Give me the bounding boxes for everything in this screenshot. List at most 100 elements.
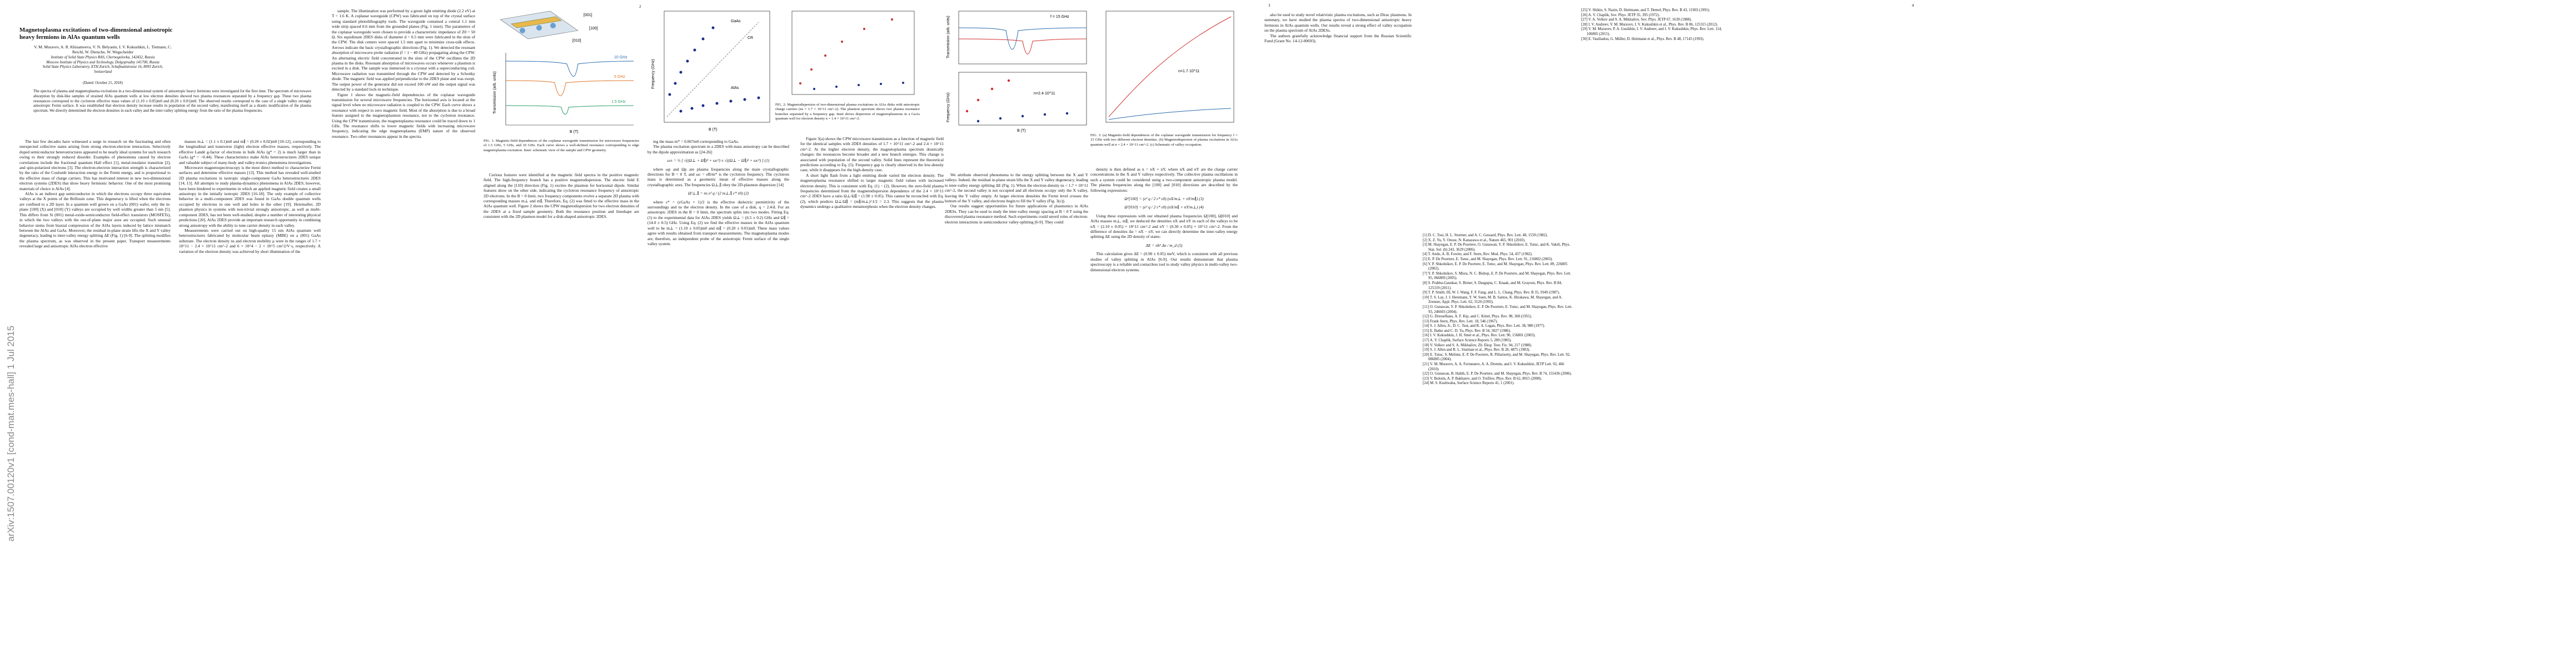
axis-label: [010] <box>572 39 581 43</box>
affiliations: Institute of Solid State Physics RAS, Ch… <box>33 56 172 74</box>
annotation: n=2.4·10^11 <box>1034 92 1055 96</box>
page-number: 2 <box>639 4 641 9</box>
annotation: n=1.7·10^11 <box>1178 69 1199 73</box>
text-column: masses m⊥ = (1.1 ± 0.1)m0 and m∥ = (0.20… <box>179 139 321 254</box>
paragraph: AlAs is an indirect gap semiconductor in… <box>19 191 171 249</box>
paragraph: Curious features were identified at the … <box>484 172 639 220</box>
equation: Ω²[100] = (e² q / 2 ε* ε0) (nX/m⊥ + nY/m… <box>1124 196 1204 202</box>
text-column: sample. The illumination was performed b… <box>332 8 475 139</box>
reference: [13] Frank Stern, Phys. Rev. Lett. 18, 5… <box>1423 319 1498 323</box>
annotation: CR <box>748 36 753 40</box>
paragraph: ing the mass m* = 0.067m0 corresponding … <box>653 139 739 144</box>
annotation: GaAs <box>731 19 741 23</box>
figure-3: f = 15 GHz Transmission (arb. units) n=2… <box>946 11 1234 133</box>
paragraph: sample. The illumination was performed b… <box>332 8 475 92</box>
figure-caption: FIG. 3: (a) Magnetic-field dependences o… <box>1090 133 1238 147</box>
paragraph: masses m⊥ = (1.1 ± 0.1)m0 and m∥ = (0.20… <box>179 139 321 165</box>
reference: [12] G. Dresselhaus, A. F. Kip, and C. K… <box>1423 315 1532 319</box>
paragraph: The authors gratefully acknowledge finan… <box>1264 33 1412 44</box>
axis-label: Frequency (GHz) <box>651 59 655 89</box>
figure-1: [001] [100] [010] 10 GHz 5 GHz 1.5 GHz B… <box>493 11 634 134</box>
axis-label: B (T) <box>570 130 579 134</box>
paragraph: We attribute observed phenomena to the e… <box>945 172 1088 204</box>
axis-label: [100] <box>589 27 598 31</box>
paragraph: Using these expressions with our obtaine… <box>1090 213 1238 240</box>
reference: [11] O. Gunawan, Y. P. Shkolnikov, E. P.… <box>1423 305 1572 314</box>
annotation: f = 15 GHz <box>1050 15 1069 19</box>
reference: [14] S. J. Allen, Jr., D. C. Tsui, and R… <box>1423 324 1546 328</box>
paragraph: where ε* = (εGaAs + 1)/2 is the effectiv… <box>647 199 789 246</box>
affiliation: Moscow Institute of Physics and Technolo… <box>46 60 160 64</box>
paragraph: Figure 1 shows the magnetic-field depend… <box>332 92 475 139</box>
page-number: 3 <box>1268 3 1270 8</box>
paragraph: A short light flash from a light emittin… <box>800 172 944 210</box>
references: [1] D. C. Tsui, H. L. Stormer, and A. C.… <box>1423 233 1573 386</box>
page-number: 4 <box>1912 3 1914 8</box>
reference: [26] A. V. Chaplik, Sov. Phys. JETP 35, … <box>1581 13 1660 17</box>
reference: [9] T. P. Smith, III, W. I. Wang, F. F. … <box>1423 291 1560 295</box>
reference: [3] M. Shayegan, E. P. De Poortere, O. G… <box>1423 243 1571 252</box>
paragraph: Microwave magnetospectroscopy is the mos… <box>179 165 321 228</box>
paragraph: also be used to study novel relativistic… <box>1264 12 1412 33</box>
abstract: The spectra of plasma and magnetoplasma … <box>33 89 311 113</box>
affiliation: Institute of Solid State Physics RAS, Ch… <box>51 56 155 59</box>
axis-label: Transmission (arb. units) <box>946 16 950 58</box>
equation: ΔE = πħ² Δn / m_d (5) <box>1145 242 1183 248</box>
equation: ω± = ½ [ √((Ω⊥ + Ω∥)² + ωc²) ± √((Ω⊥ − Ω… <box>667 158 770 163</box>
text-column: ing the mass m* = 0.067m0 corresponding … <box>647 139 789 246</box>
legend-label: 1.5 GHz <box>611 100 626 104</box>
paragraph: The plasma excitation spectrum in a 2DES… <box>647 144 789 155</box>
affiliation: Solid State Physics Laboratory, ETH Zuri… <box>42 65 163 74</box>
text-column: Figure 3(a) shows the CPW microwave tran… <box>800 136 944 210</box>
text-column: density is then defined as n = nX + nY, … <box>1090 167 1238 272</box>
legend-label: 10 GHz <box>614 56 627 59</box>
reference: [10] T. S. Lay, J. J. Heremans, Y. W. Su… <box>1423 295 1562 305</box>
reference: [22] O. Gunawan, B. Habib, E. P. De Poor… <box>1423 372 1572 376</box>
paragraph: where ωp and Ωp are plasma frequencies a… <box>647 166 789 187</box>
annotation: AlAs <box>731 86 739 90</box>
text-column: also be used to study novel relativistic… <box>1264 12 1412 43</box>
reference: [28] I. V. Andreev, V. M. Muravev, I. V.… <box>1581 22 1718 27</box>
title: Magnetoplasma excitations of two-dimensi… <box>19 27 173 41</box>
figure-caption: FIG. 1: Magnetic-field dependences of th… <box>484 139 639 152</box>
reference: [15] E. Batke and C. D. Tu, Phys. Rev. B… <box>1423 328 1511 333</box>
reference: [30] E. Vasiliadou, G. Müller, D. Heitma… <box>1581 37 1705 41</box>
reference: [27] V. A. Volkov and S. A. Mikhailov, S… <box>1581 18 1692 22</box>
paragraph: Our results suggest opportunities for fu… <box>945 203 1088 225</box>
arxiv-stamp: arXiv:1507.00120v1 [cond-mat.mes-hall] 1… <box>6 325 16 542</box>
references: [25] V. Shikin, S. Nazin, D. Heitmann, a… <box>1581 8 1728 42</box>
text-column: Curious features were identified at the … <box>484 172 639 220</box>
axis-label: Transmission (arb. units) <box>493 71 497 114</box>
text-column: The last few decades have witnessed a su… <box>19 139 171 249</box>
paragraph: density is then defined as n = nX + nY, … <box>1090 167 1238 193</box>
equation: Ω²[010] = (e² q / 2 ε* ε0) (nX/m∥ + nY/m… <box>1124 205 1204 210</box>
reference: [4] T. Ando, A. B. Fowler, and F. Stern,… <box>1423 252 1533 257</box>
figure-2: GaAs AlAs CR B (T) Frequency (GHz) <box>651 11 915 132</box>
reference: [18] V. Volkov and S. A. Mikhailov, Zh. … <box>1423 343 1532 347</box>
reference: [23] V. Bolotin, A. P. Bakharev, and O. … <box>1423 376 1542 381</box>
reference: [6] Y. P. Shkolnikov, E. P. De Poortere,… <box>1423 262 1568 271</box>
reference: [7] Y. P. Shkolnikov, S. Misra, N. C. Bi… <box>1423 271 1571 281</box>
axis-label: Frequency (GHz) <box>946 92 950 122</box>
reference: [2] X. Z. Yu, Y. Onose, N. Kanazawa et a… <box>1423 238 1526 242</box>
reference: [20] E. Tutuc, S. Melinte, E. P. De Poor… <box>1423 352 1571 362</box>
axis-label: [001] <box>584 13 592 17</box>
axis-label: B (T) <box>709 128 718 132</box>
reference: [25] V. Shikin, S. Nazin, D. Heitmann, a… <box>1581 8 1710 12</box>
reference: [16] I. V. Kukushkin, J. H. Smet et al.,… <box>1423 334 1536 338</box>
reference: [19] S. J. Allen and R. L. Sturman et al… <box>1423 348 1531 352</box>
date: (Dated: October 21, 2018) <box>83 81 123 85</box>
paragraph: Measurements were carried out on high-qu… <box>179 227 321 254</box>
paragraph: The last few decades have witnessed a su… <box>19 139 171 191</box>
reference: [17] A. V. Chaplik, Surface Science Repo… <box>1423 339 1512 343</box>
paragraph: This calculation gives ΔE = (0.90 ± 0.05… <box>1090 251 1238 272</box>
axis-label: B (T) <box>1017 129 1026 133</box>
paragraph: Figure 3(a) shows the CPW microwave tran… <box>800 136 944 173</box>
reference: [21] V. M. Muravev, A. A. Fortunatov, A.… <box>1423 362 1564 371</box>
text-column: We attribute observed phenomena to the e… <box>945 172 1088 225</box>
figure-caption: FIG. 2: Magnetodispersion of two-dimensi… <box>775 103 920 121</box>
reference: [8] S. Prabhu-Gaunkar, S. Birner, S. Das… <box>1423 281 1562 290</box>
reference: [5] E. P. De Poortere, E. Tutuc, and M. … <box>1423 257 1553 261</box>
reference: [24] M. S. Kushwaha, Surface Science Rep… <box>1423 381 1514 386</box>
